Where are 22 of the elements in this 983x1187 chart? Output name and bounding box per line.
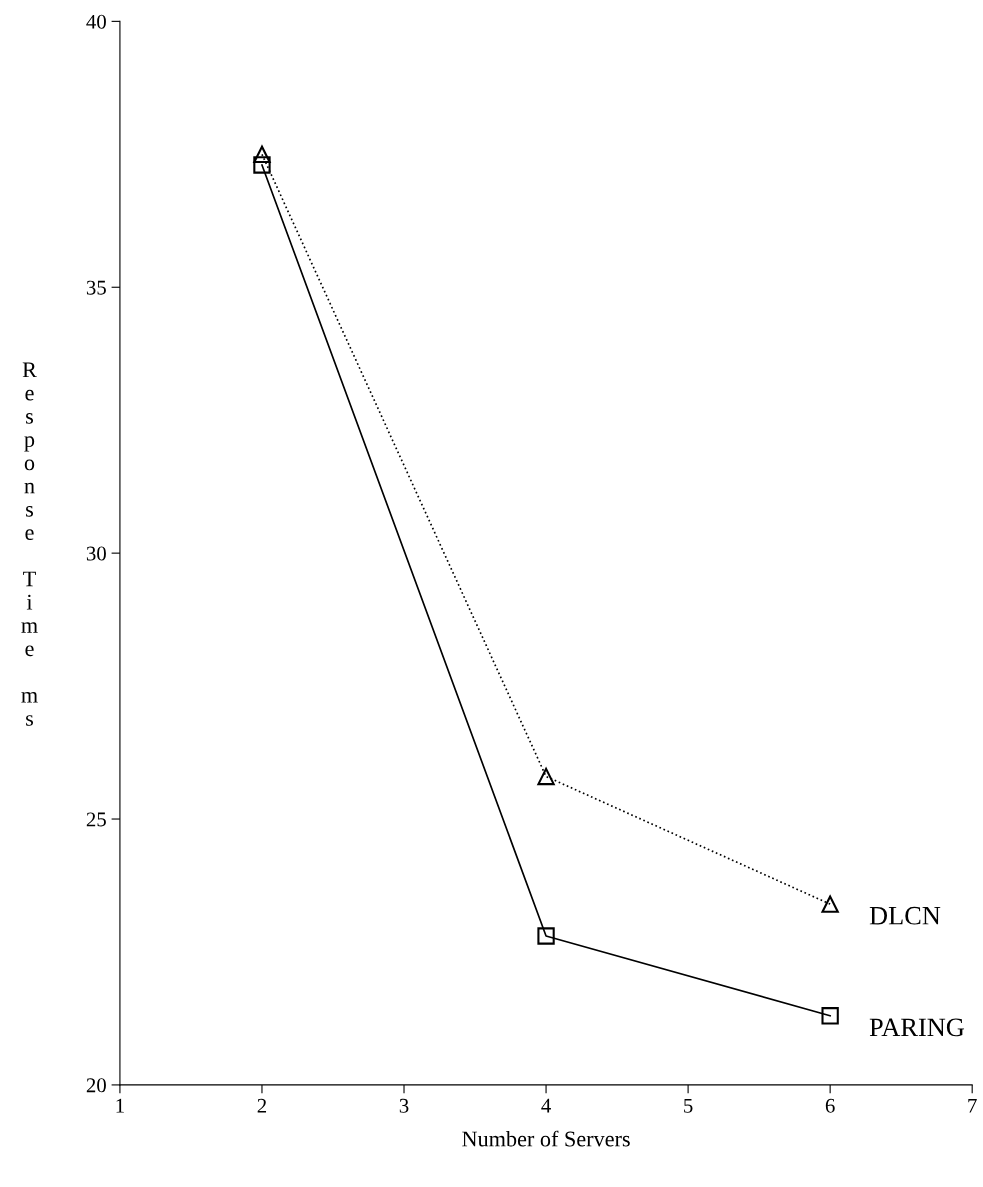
y-tick-label: 35 xyxy=(86,280,106,295)
x-tick-label: 3 xyxy=(399,1098,409,1113)
x-tick-label: 6 xyxy=(825,1098,835,1113)
y-tick-label: 30 xyxy=(86,546,106,561)
point xyxy=(821,895,839,913)
series-label: PARING xyxy=(869,1018,965,1037)
x-tick-label: 1 xyxy=(116,1098,124,1113)
x-axis-title: Number of Servers xyxy=(462,1130,630,1147)
y-tick-label: 20 xyxy=(86,1078,106,1093)
series-label: DLCN xyxy=(869,906,941,925)
point xyxy=(537,767,555,786)
y-tick-label: 25 xyxy=(86,812,106,827)
point xyxy=(253,156,271,174)
point xyxy=(253,145,271,163)
y-tick-label: 40 xyxy=(86,14,106,29)
x-tick-label: 5 xyxy=(684,1098,693,1113)
x-tick-label: 7 xyxy=(968,1098,977,1113)
point xyxy=(821,1007,839,1025)
point xyxy=(537,927,555,945)
x-tick-label: 4 xyxy=(541,1098,551,1113)
text: Response Time ms xyxy=(21,362,38,726)
x-tick-label: 2 xyxy=(257,1098,267,1113)
